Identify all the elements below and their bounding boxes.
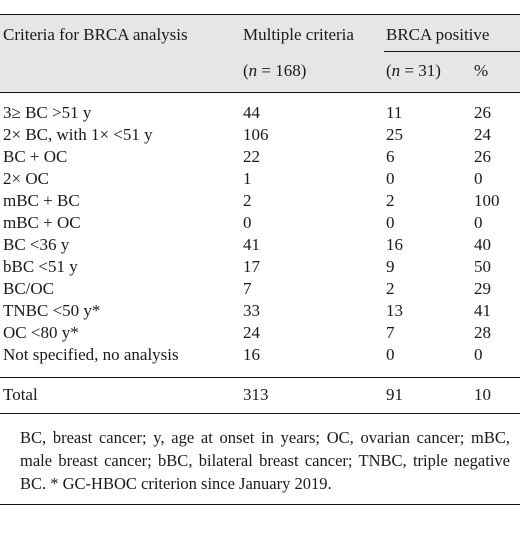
- row-multiple: 22: [243, 147, 260, 166]
- footnote-text: BC, breast cancer; y, age at onset in ye…: [20, 428, 510, 493]
- row-multiple: 0: [243, 213, 252, 232]
- row-positive: 11: [386, 103, 403, 122]
- row-criteria: BC/OC: [3, 279, 55, 298]
- row-multiple: 2: [243, 191, 252, 210]
- row-multiple: 33: [243, 301, 260, 320]
- header-n-positive: (n = 31): [386, 61, 441, 80]
- row-positive: 25: [386, 125, 403, 144]
- header-criteria: Criteria for BRCA analysis: [3, 25, 188, 44]
- row-percent: 0: [474, 169, 483, 188]
- total-multiple: 313: [243, 385, 269, 404]
- row-multiple: 24: [243, 323, 260, 342]
- row-criteria: mBC + BC: [3, 191, 80, 210]
- total-percent: 10: [474, 385, 491, 404]
- row-criteria: BC <36 y: [3, 235, 70, 254]
- row-percent: 50: [474, 257, 491, 276]
- row-multiple: 17: [243, 257, 260, 276]
- row-criteria: mBC + OC: [3, 213, 81, 232]
- row-positive: 0: [386, 345, 395, 364]
- row-criteria: BC + OC: [3, 147, 68, 166]
- row-positive: 7: [386, 323, 395, 342]
- row-percent: 41: [474, 301, 491, 320]
- header-brca-positive-underline: [384, 51, 520, 52]
- row-positive: 9: [386, 257, 395, 276]
- row-positive: 0: [386, 169, 395, 188]
- row-criteria: OC <80 y*: [3, 323, 79, 342]
- header-brca-positive: BRCA positive: [386, 25, 490, 44]
- total-positive: 91: [386, 385, 403, 404]
- row-criteria: 3≥ BC >51 y: [3, 103, 92, 122]
- row-percent: 0: [474, 213, 483, 232]
- table-total-rule: [0, 377, 520, 378]
- row-percent: 28: [474, 323, 491, 342]
- row-percent: 100: [474, 191, 500, 210]
- row-percent: 26: [474, 147, 491, 166]
- table-top-rule: [0, 14, 520, 15]
- row-positive: 6: [386, 147, 395, 166]
- row-percent: 0: [474, 345, 483, 364]
- header-n-multiple: (n = 168): [243, 61, 307, 80]
- total-label: Total: [3, 385, 38, 404]
- row-criteria: 2× BC, with 1× <51 y: [3, 125, 153, 144]
- row-multiple: 41: [243, 235, 260, 254]
- table-header-background: [0, 15, 520, 92]
- row-multiple: 16: [243, 345, 260, 364]
- row-positive: 13: [386, 301, 403, 320]
- row-percent: 29: [474, 279, 491, 298]
- row-multiple: 106: [243, 125, 269, 144]
- row-positive: 2: [386, 279, 395, 298]
- row-criteria: Not specified, no analysis: [3, 345, 179, 364]
- header-multiple-criteria: Multiple criteria: [243, 25, 354, 44]
- table-footer-rule: [0, 413, 520, 414]
- row-criteria: TNBC <50 y*: [3, 301, 101, 320]
- row-multiple: 44: [243, 103, 260, 122]
- row-percent: 24: [474, 125, 491, 144]
- row-percent: 40: [474, 235, 491, 254]
- row-positive: 16: [386, 235, 403, 254]
- row-multiple: 1: [243, 169, 252, 188]
- row-percent: 26: [474, 103, 491, 122]
- row-criteria: bBC <51 y: [3, 257, 78, 276]
- table-header-rule: [0, 92, 520, 93]
- row-positive: 2: [386, 191, 395, 210]
- header-percent: %: [474, 61, 489, 80]
- table-footnote: BC, breast cancer; y, age at onset in ye…: [20, 426, 510, 495]
- row-positive: 0: [386, 213, 395, 232]
- row-criteria: 2× OC: [3, 169, 49, 188]
- row-multiple: 7: [243, 279, 252, 298]
- table-bottom-rule: [0, 504, 520, 505]
